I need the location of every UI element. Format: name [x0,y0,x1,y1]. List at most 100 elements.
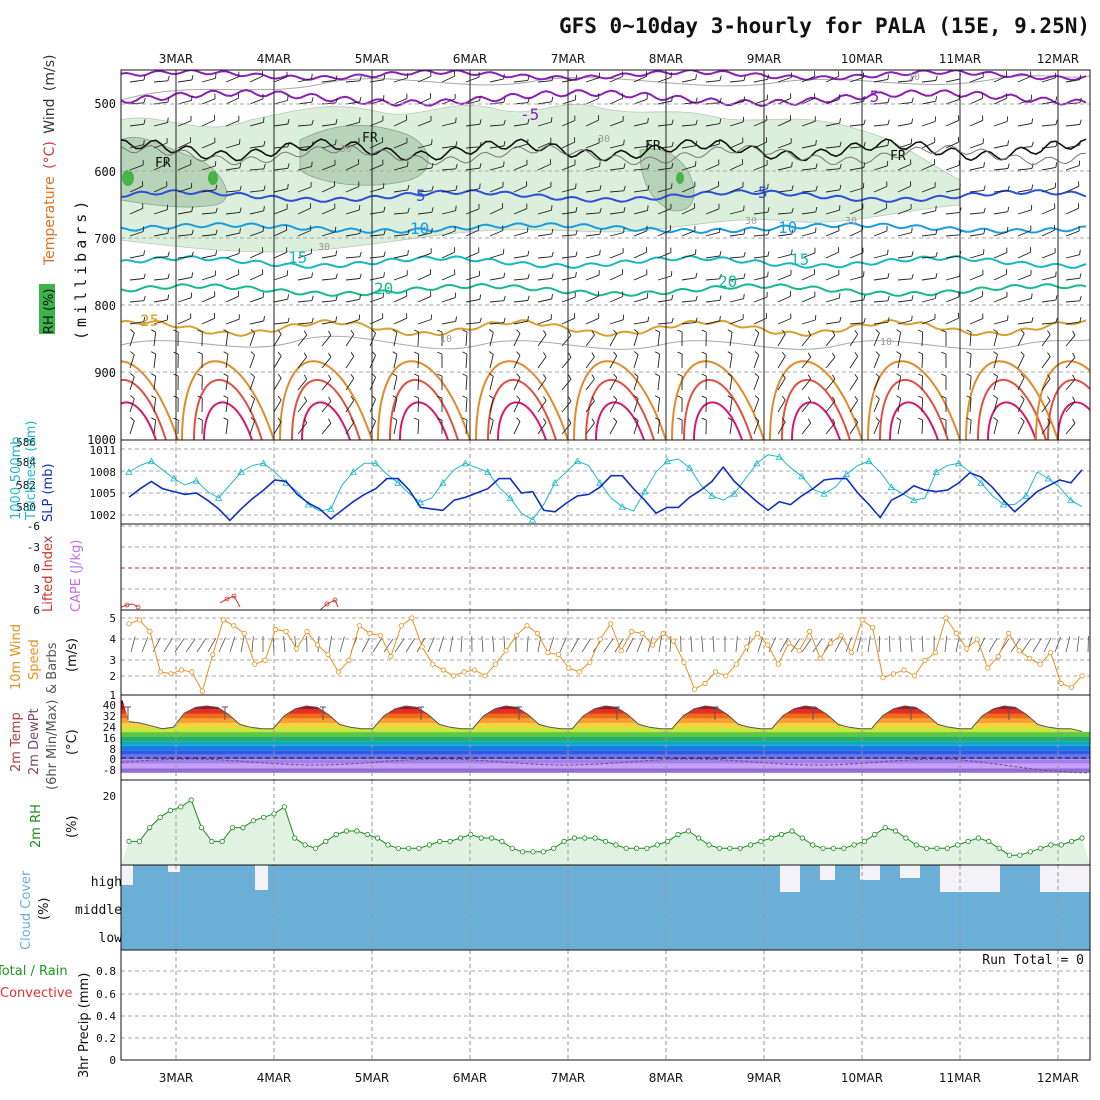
barb-365 [249,269,264,281]
barb-233 [921,182,936,193]
lobe-10-2 [1057,401,1090,440]
rh-point-37 [509,845,515,851]
barb-245 [249,205,265,215]
wind-point-54 [691,686,698,692]
label-minus5-a: -5 [520,105,539,124]
barb-557 [1017,351,1025,369]
date-label-bottom-0: 3MAR [159,1071,194,1085]
rh-point-4 [167,807,173,814]
rh-point-40 [540,849,546,855]
rh-point-81 [965,838,971,845]
thickness-point-50 [685,463,694,471]
barb-504 [701,329,707,347]
barb-16 [513,75,530,83]
barb-313 [921,229,938,237]
rh-panel: 20 2m RH (%) [29,780,1090,865]
thickness-point-58 [775,452,783,460]
label-rh-upper: RH (%) [42,289,57,334]
barb-373 [441,269,456,281]
lobe-4-2 [497,401,547,440]
barb-203 [201,184,218,193]
barb-405 [249,292,264,303]
barb-242 [177,206,194,215]
rh-point-7 [198,824,205,831]
barb-507 [777,329,786,347]
barb-169 [345,159,360,171]
barb-339 [585,249,601,259]
barb-222 [657,183,673,193]
barb-436 [993,291,1008,303]
barb-153 [921,137,936,149]
date-label-bottom-5: 8MAR [649,1071,684,1085]
label-minmax: (6hr Min/Max) [45,700,60,790]
rh-point-91 [1069,838,1075,845]
temp-tick-16: 16 [103,732,116,745]
wind-point-77 [932,649,939,656]
barb-414 [465,294,482,303]
barb-154 [945,137,960,149]
rh-point-35 [488,835,495,841]
barb-260 [609,207,626,215]
surface-barb-3 [163,638,173,653]
barb-194 [945,160,960,171]
barb-588 [801,374,812,391]
surface-barb-82 [1032,638,1042,653]
thickness-point-48 [663,457,671,465]
thickness-point-46 [641,487,649,495]
barb-499 [585,330,595,347]
barb-594 [941,373,947,390]
thickness-point-26 [416,498,425,506]
barb-509 [825,330,836,347]
barb-626 [753,395,760,413]
barb-114 [945,115,960,127]
thickness-point-56 [753,459,761,467]
rh-point-11 [240,824,246,831]
date-label-bottom-9: 12MAR [1037,1071,1079,1085]
rh-core-1 [122,170,134,186]
rh-point-31 [447,838,453,845]
rh-point-82 [975,835,982,841]
barb-269 [825,205,841,215]
barb-336 [513,250,530,259]
rh-point-54 [685,828,692,834]
barb-544 [701,351,707,369]
thickness-point-54 [730,489,739,497]
thickness-tick-582: 582 [16,479,36,492]
rh-core-2 [208,171,218,185]
barb-284 [225,228,241,237]
cloud-gap-4 [820,865,835,880]
barb-201 [153,181,168,193]
barb-416 [513,295,530,303]
barb-344 [705,250,722,259]
barb-675 [966,417,972,435]
cloud-low-mid-fill [121,865,1090,950]
barb-379 [585,270,600,281]
barb-655 [488,417,494,435]
rh-point-18 [312,845,319,851]
precip-tick-0-4: 0.4 [96,1010,116,1023]
barb-495 [488,329,494,347]
barb-420 [609,291,624,303]
rh-point-70 [851,842,857,848]
barb-543 [677,351,683,369]
barb-593 [917,373,924,391]
barb-584 [701,373,707,391]
barb-305 [729,229,746,237]
wind-point-73 [890,671,897,677]
label-wind: Wind [42,99,58,134]
barb-424 [705,295,722,303]
barb-403 [201,291,216,303]
barb-144 [705,138,721,149]
surface-barb-24 [394,638,405,653]
barb-428 [801,291,816,303]
precip-tick-0: 0 [109,1054,116,1067]
barb-674 [941,417,947,434]
barb-413 [441,292,457,303]
barb-83 [201,115,216,127]
thickness-point-74 [954,459,963,467]
barb-404 [225,291,240,303]
barb-302 [657,225,672,237]
wind-point-46 [608,621,614,627]
rh-point-68 [830,845,837,851]
rh-point-77 [923,845,930,851]
